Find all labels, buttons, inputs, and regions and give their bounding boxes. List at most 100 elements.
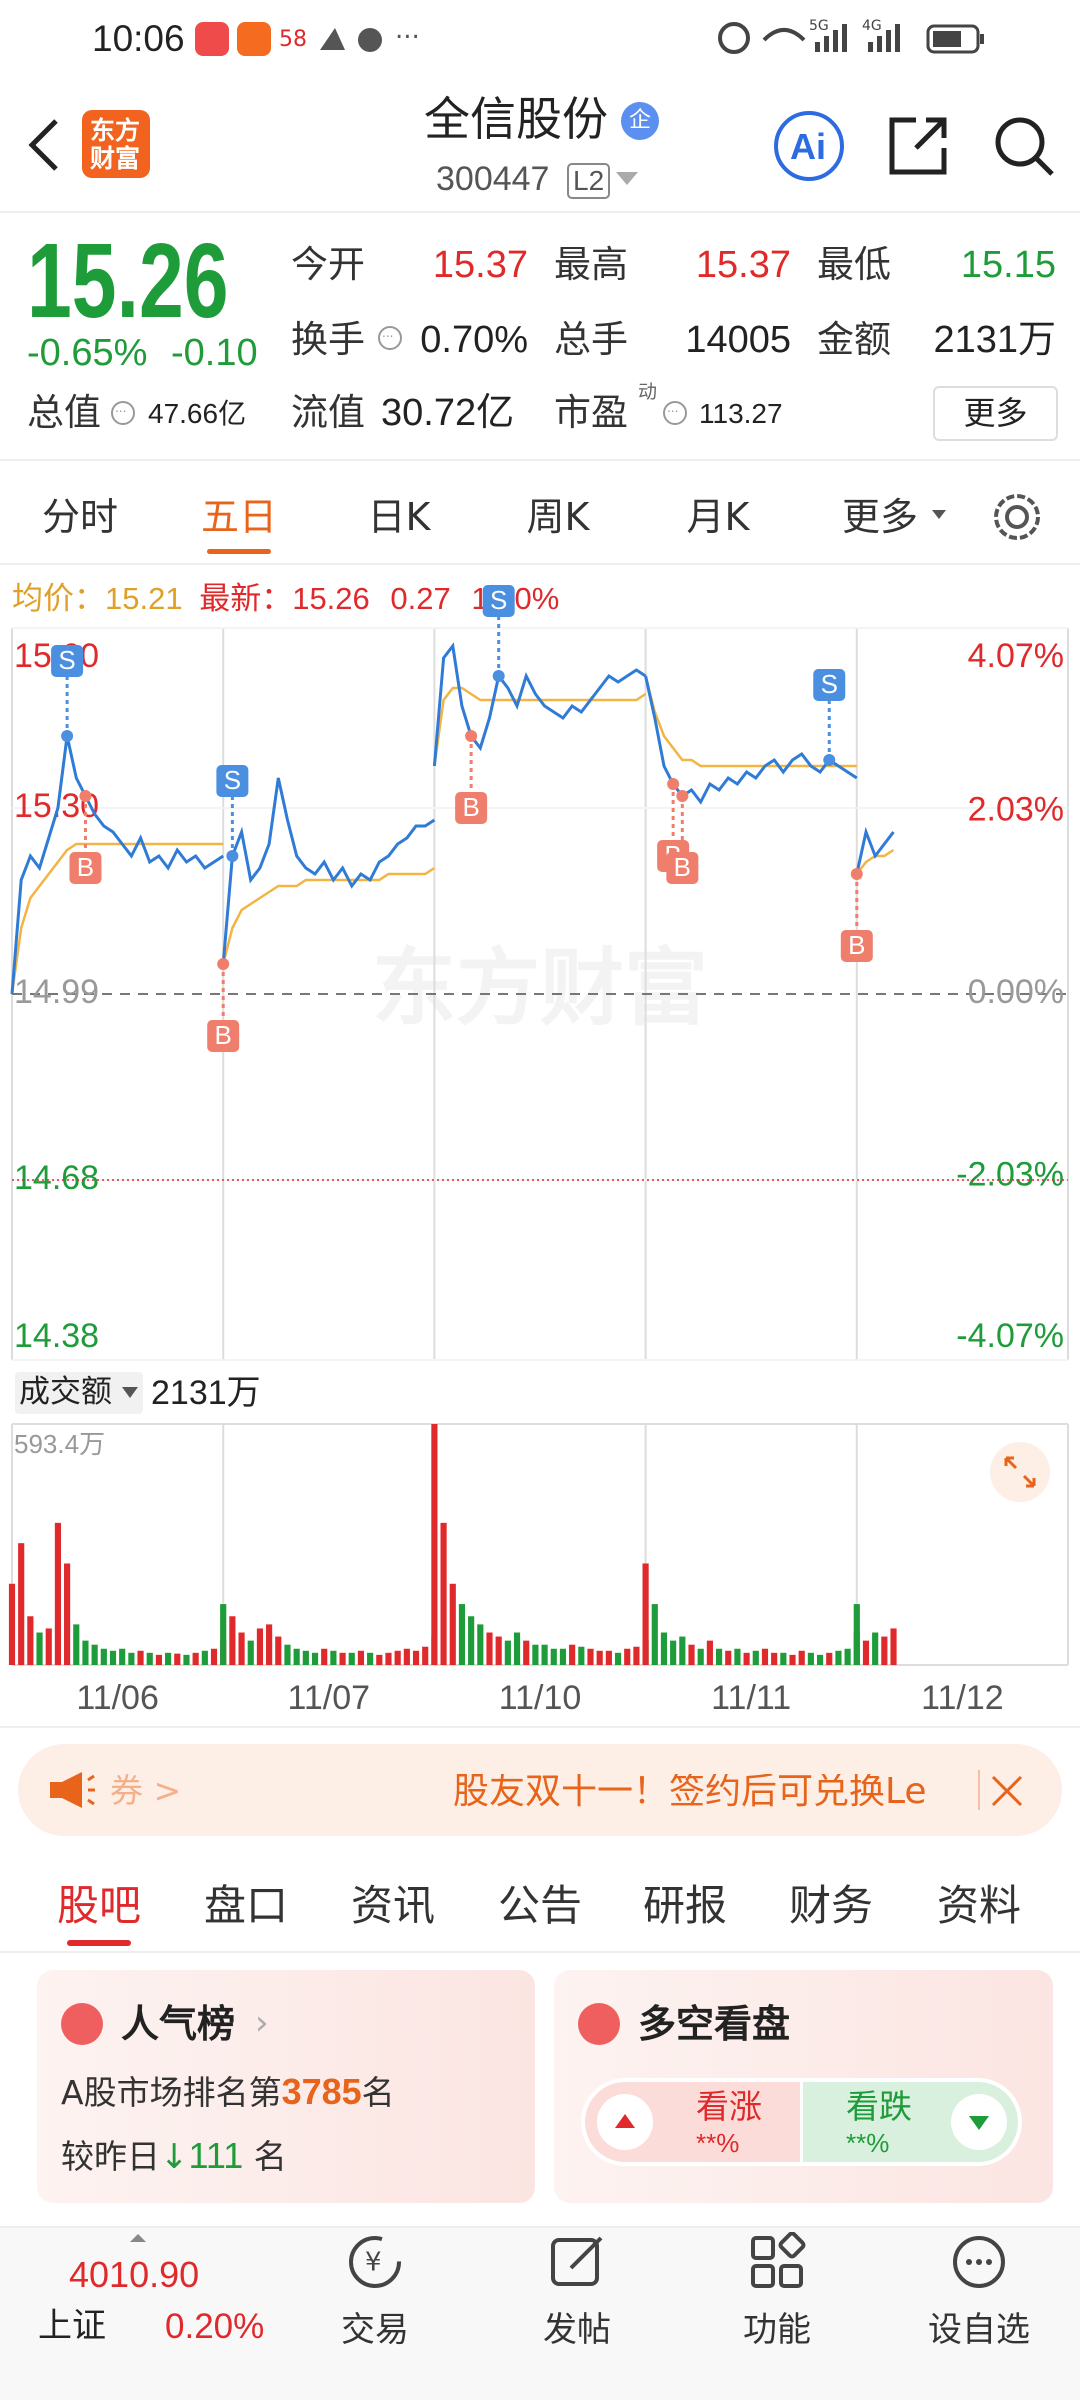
- volume-bar: [477, 1624, 484, 1665]
- more-button[interactable]: 更多: [933, 386, 1058, 441]
- volume-bar: [651, 1604, 658, 1665]
- card-title: 人气榜: [121, 2002, 236, 2046]
- coupon-link[interactable]: 券 >: [110, 1771, 182, 1810]
- chart-tab[interactable]: 更多: [841, 495, 918, 539]
- chart-tab[interactable]: 分时: [41, 495, 118, 539]
- volume-bar: [706, 1640, 713, 1665]
- content-tab[interactable]: 资讯: [350, 1881, 435, 1930]
- volume-bar: [614, 1652, 622, 1665]
- ai-button[interactable]: Ai: [774, 111, 844, 181]
- volume-selector[interactable]: 成交额: [15, 1372, 143, 1414]
- volume-bar: [330, 1650, 337, 1665]
- price-line: [855, 826, 895, 875]
- volume-bar: [54, 1522, 61, 1665]
- content-tab[interactable]: 盘口: [203, 1881, 288, 1930]
- nav-label[interactable]: 交易: [341, 2310, 409, 2350]
- dropdown-icon: [122, 1387, 138, 1398]
- chart-tab[interactable]: 月K: [686, 495, 750, 539]
- nav-label[interactable]: 功能: [743, 2310, 811, 2350]
- settings-button[interactable]: [990, 490, 1044, 544]
- search-button[interactable]: [990, 112, 1056, 178]
- volume-bar: [550, 1648, 557, 1665]
- volume-bar: [238, 1632, 245, 1665]
- rank-change-text: 较昨日: [61, 2137, 160, 2176]
- share-button[interactable]: [886, 114, 950, 178]
- chart-tab[interactable]: 五日: [200, 495, 277, 539]
- volume-bar: [881, 1636, 888, 1665]
- rank-change-value: 111: [188, 2135, 244, 2176]
- content-tab[interactable]: 公告: [497, 1881, 582, 1930]
- sentiment-card[interactable]: 多空看盘 看涨 **% 看跌 **%: [554, 1970, 1053, 2203]
- network-label: 4G: [862, 18, 882, 34]
- marker-label: S: [58, 645, 75, 675]
- volume-bar: [385, 1652, 392, 1665]
- volume-bar: [835, 1650, 842, 1665]
- y2-tick-label: 4.07%: [968, 637, 1064, 675]
- content-tab[interactable]: 资料: [936, 1881, 1021, 1930]
- current-price: 15.26: [27, 222, 229, 340]
- divider: [0, 211, 1080, 213]
- bull-value: **%: [696, 2128, 740, 2158]
- nav-label[interactable]: 发帖: [543, 2310, 611, 2350]
- marker-box: [482, 585, 515, 617]
- popularity-card[interactable]: 人气榜 › A股市场排名第3785名 较昨日↓111 名: [37, 1970, 535, 2203]
- volume-bar: [853, 1604, 860, 1665]
- y-tick-label: 14.38: [14, 1317, 99, 1355]
- dropdown-icon: [932, 510, 946, 519]
- volume-bar: [890, 1628, 897, 1665]
- volume-bar: [862, 1640, 870, 1665]
- expand-icon[interactable]: [128, 2232, 148, 2244]
- volume-bar: [458, 1604, 466, 1665]
- volume-bar: [8, 1583, 16, 1665]
- rank-text: 名: [361, 2073, 395, 2112]
- status-icons: 58 ···: [195, 22, 420, 56]
- volume-bar: [734, 1648, 741, 1665]
- price-line: [10, 735, 225, 995]
- volume-bar: [357, 1650, 365, 1665]
- content-tab[interactable]: 研报: [642, 1881, 727, 1930]
- logo-text: 东方: [90, 116, 141, 145]
- up-icon: [597, 2094, 653, 2150]
- info-icon[interactable]: ···: [377, 325, 403, 351]
- x-tick-label: 11/07: [288, 1679, 371, 1717]
- svg-text:···: ···: [382, 330, 393, 344]
- volume-bar: [513, 1632, 521, 1665]
- y2-tick-label: -4.07%: [956, 1317, 1064, 1355]
- promo-banner[interactable]: 券 > 股友双十一！签约后可兑换Le: [18, 1744, 1062, 1836]
- volume-bar: [826, 1652, 833, 1665]
- dropdown-icon[interactable]: [614, 170, 640, 188]
- volume-bar: [605, 1650, 612, 1665]
- marker-box: [666, 852, 699, 884]
- volume-bar: [146, 1652, 153, 1665]
- volume-bar: [339, 1652, 346, 1665]
- back-button[interactable]: [20, 115, 70, 175]
- index-change: 0.20%: [165, 2307, 265, 2346]
- volume-bar: [679, 1636, 686, 1665]
- info-icon[interactable]: ···: [662, 400, 688, 426]
- volume-bar: [73, 1624, 80, 1665]
- volume-bar: [624, 1648, 631, 1665]
- content-tab[interactable]: 股吧: [56, 1881, 141, 1930]
- content-tab[interactable]: 财务: [788, 1881, 873, 1930]
- close-button[interactable]: [990, 1774, 1024, 1808]
- info-icon[interactable]: ···: [110, 400, 136, 426]
- volume-bar: [119, 1648, 126, 1665]
- nav-label[interactable]: 设自选: [928, 2310, 1030, 2350]
- bottom-nav: [0, 2226, 1080, 2400]
- volume-bar: [275, 1636, 282, 1665]
- volume-value: 2131万: [151, 1374, 261, 1412]
- trade-point: [676, 790, 689, 802]
- bull-label: 看涨: [696, 2087, 762, 2126]
- marker-label: B: [215, 1020, 232, 1050]
- x-tick-label: 11/06: [76, 1679, 159, 1717]
- trade-point: [61, 730, 74, 742]
- stat-label: 金额: [817, 318, 891, 361]
- volume-bar: [660, 1632, 668, 1665]
- volume-bar: [412, 1650, 420, 1665]
- chart-tab[interactable]: 日K: [367, 495, 431, 539]
- volume-bar: [266, 1624, 273, 1665]
- chart-tab[interactable]: 周K: [526, 495, 590, 539]
- marker-box: [455, 792, 488, 824]
- price-line: [432, 642, 647, 767]
- banner-text: 股友双十一！签约后可兑换Le: [453, 1774, 927, 1810]
